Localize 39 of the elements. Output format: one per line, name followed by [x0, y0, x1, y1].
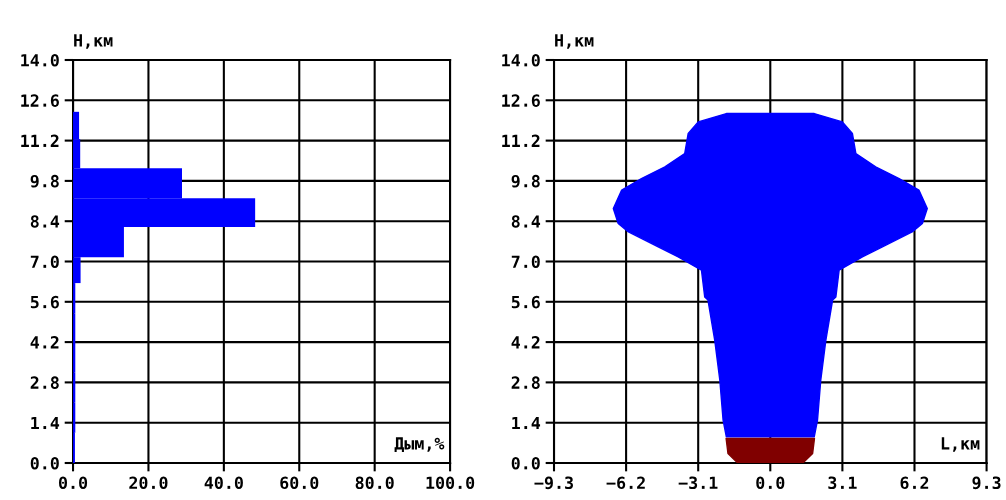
y-tick-label: 9.8 [30, 174, 59, 188]
y-tick-label: 11.2 [21, 134, 59, 147]
y-tick-label: 14.0 [21, 53, 59, 67]
y-tick-label: 8.4 [30, 215, 60, 228]
y-tick-label: 0.0 [511, 456, 540, 470]
y-tick-label: 9.8 [511, 174, 540, 188]
x-tick-label: 3.1 [828, 476, 857, 490]
y-tick-label: 14.0 [502, 53, 540, 67]
y-tick-label: 1.4 [512, 416, 541, 430]
y-tick-label: 2.8 [30, 376, 59, 389]
y-tick-label: 2.8 [511, 376, 540, 389]
y-axis-title: Н,км [74, 34, 113, 49]
y-tick-label: 0.0 [30, 456, 59, 470]
x-tick-label: 0.0 [58, 476, 88, 490]
y-axis-title: Н,км [555, 34, 594, 49]
y-tick-label: 12.6 [21, 94, 59, 107]
y-tick-label: 12.6 [502, 94, 540, 107]
y-tick-label: 7.0 [30, 255, 59, 269]
y-tick-label: 5.6 [511, 295, 540, 309]
y-tick-label: 4.2 [30, 336, 59, 349]
x-tick-label: −9.3 [534, 476, 573, 490]
x-tick-label: 0.0 [756, 476, 785, 490]
x-tick-label: 6.2 [900, 476, 929, 490]
y-tick-label: 4.2 [511, 336, 540, 349]
y-tick-label: 7.0 [511, 255, 540, 269]
y-tick-label: 8.4 [511, 215, 541, 228]
x-tick-label: 80.0 [355, 476, 394, 490]
x-tick-label: 60.0 [280, 476, 319, 490]
y-tick-label: 11.2 [502, 134, 540, 147]
x-tick-label: 100.0 [426, 476, 475, 490]
y-tick-label: 1.4 [31, 416, 60, 430]
x-axis-title: L,км [941, 437, 980, 452]
x-tick-label: 40.0 [204, 476, 243, 490]
x-tick-label: −3.1 [678, 476, 718, 490]
y-tick-label: 5.6 [30, 295, 59, 309]
x-tick-label: 20.0 [129, 476, 168, 490]
x-axis-title: Дым,% [394, 437, 445, 453]
x-tick-label: −6.2 [606, 476, 645, 490]
x-tick-label: 9.3 [972, 476, 1001, 490]
